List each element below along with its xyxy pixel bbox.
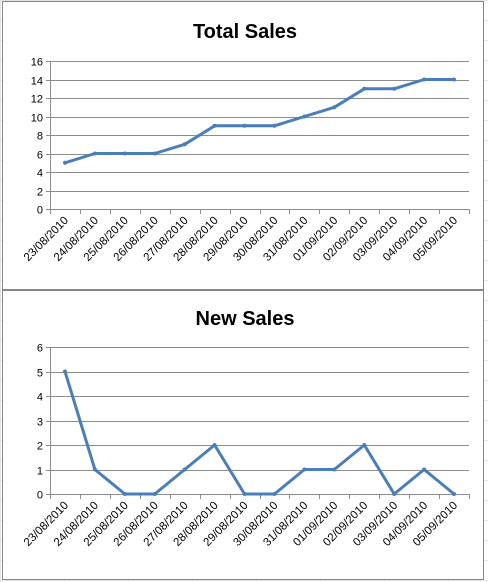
data-point — [362, 86, 367, 91]
data-point — [122, 492, 127, 496]
y-tick-label: 1 — [37, 466, 43, 478]
y-tick-label: 12 — [31, 94, 43, 106]
data-point — [452, 77, 456, 82]
new-sales-chart[interactable]: New Sales 0 1 2 3 4 5 6 23/08/2010 24/08/2010 25… — [2, 290, 484, 580]
data-point — [212, 123, 217, 128]
y-tick-labels: 0 1 2 3 4 5 6 — [37, 343, 43, 502]
y-tick-label: 4 — [37, 392, 43, 404]
series — [63, 77, 456, 165]
total-sales-chart[interactable]: Total Sales 0 2 4 6 8 10 12 14 16 23/08/2010 24/0… — [2, 1, 484, 290]
series-line — [63, 78, 456, 165]
series-line — [63, 370, 456, 496]
data-point — [63, 369, 67, 374]
gridlines — [50, 347, 469, 471]
data-point — [362, 443, 367, 447]
axes — [46, 347, 470, 499]
data-point — [392, 492, 397, 496]
data-point — [422, 467, 427, 472]
y-tick-label: 6 — [37, 343, 43, 355]
data-point — [302, 467, 307, 472]
y-tick-label: 2 — [37, 187, 43, 199]
data-point — [452, 492, 456, 496]
x-tick-labels: 23/08/201024/08/201025/08/201026/08/2010… — [22, 500, 460, 549]
x-tick-labels: 23/08/201024/08/201025/08/201026/08/2010… — [22, 215, 460, 264]
y-tick-label: 5 — [37, 368, 43, 380]
data-point — [182, 142, 187, 147]
y-tick-label: 10 — [31, 113, 43, 125]
series — [63, 369, 456, 496]
data-point — [212, 443, 217, 447]
data-point — [182, 467, 187, 472]
data-point — [332, 105, 337, 110]
data-point — [302, 114, 307, 119]
data-point — [92, 467, 97, 472]
y-tick-label: 8 — [37, 131, 43, 143]
y-tick-label: 16 — [31, 57, 43, 69]
data-point — [332, 467, 337, 472]
data-point — [92, 151, 97, 156]
y-tick-label: 6 — [37, 150, 43, 162]
data-point — [242, 123, 247, 128]
y-tick-label: 0 — [37, 490, 43, 502]
y-tick-label: 3 — [37, 417, 43, 429]
data-point — [63, 160, 67, 165]
chart-title: New Sales — [196, 308, 295, 330]
y-tick-label: 4 — [37, 168, 43, 180]
data-point — [392, 86, 397, 91]
data-point — [272, 123, 277, 128]
data-point — [422, 77, 427, 82]
data-point — [152, 151, 157, 156]
new-sales-chart-svg: New Sales 0 1 2 3 4 5 6 23/08/201024/08/201025… — [22, 308, 470, 549]
y-tick-label: 14 — [31, 76, 43, 88]
axes — [46, 61, 470, 214]
data-point — [272, 492, 277, 496]
total-sales-chart-svg: Total Sales 0 2 4 6 8 10 12 14 16 23/08/201024/0… — [22, 21, 470, 264]
y-tick-label: 0 — [37, 205, 43, 217]
data-point — [122, 151, 127, 156]
y-tick-label: 2 — [37, 441, 43, 453]
data-point — [242, 492, 247, 496]
y-tick-labels: 0 2 4 6 8 10 12 14 16 — [31, 57, 43, 217]
data-point — [152, 492, 157, 496]
chart-title: Total Sales — [193, 21, 297, 43]
